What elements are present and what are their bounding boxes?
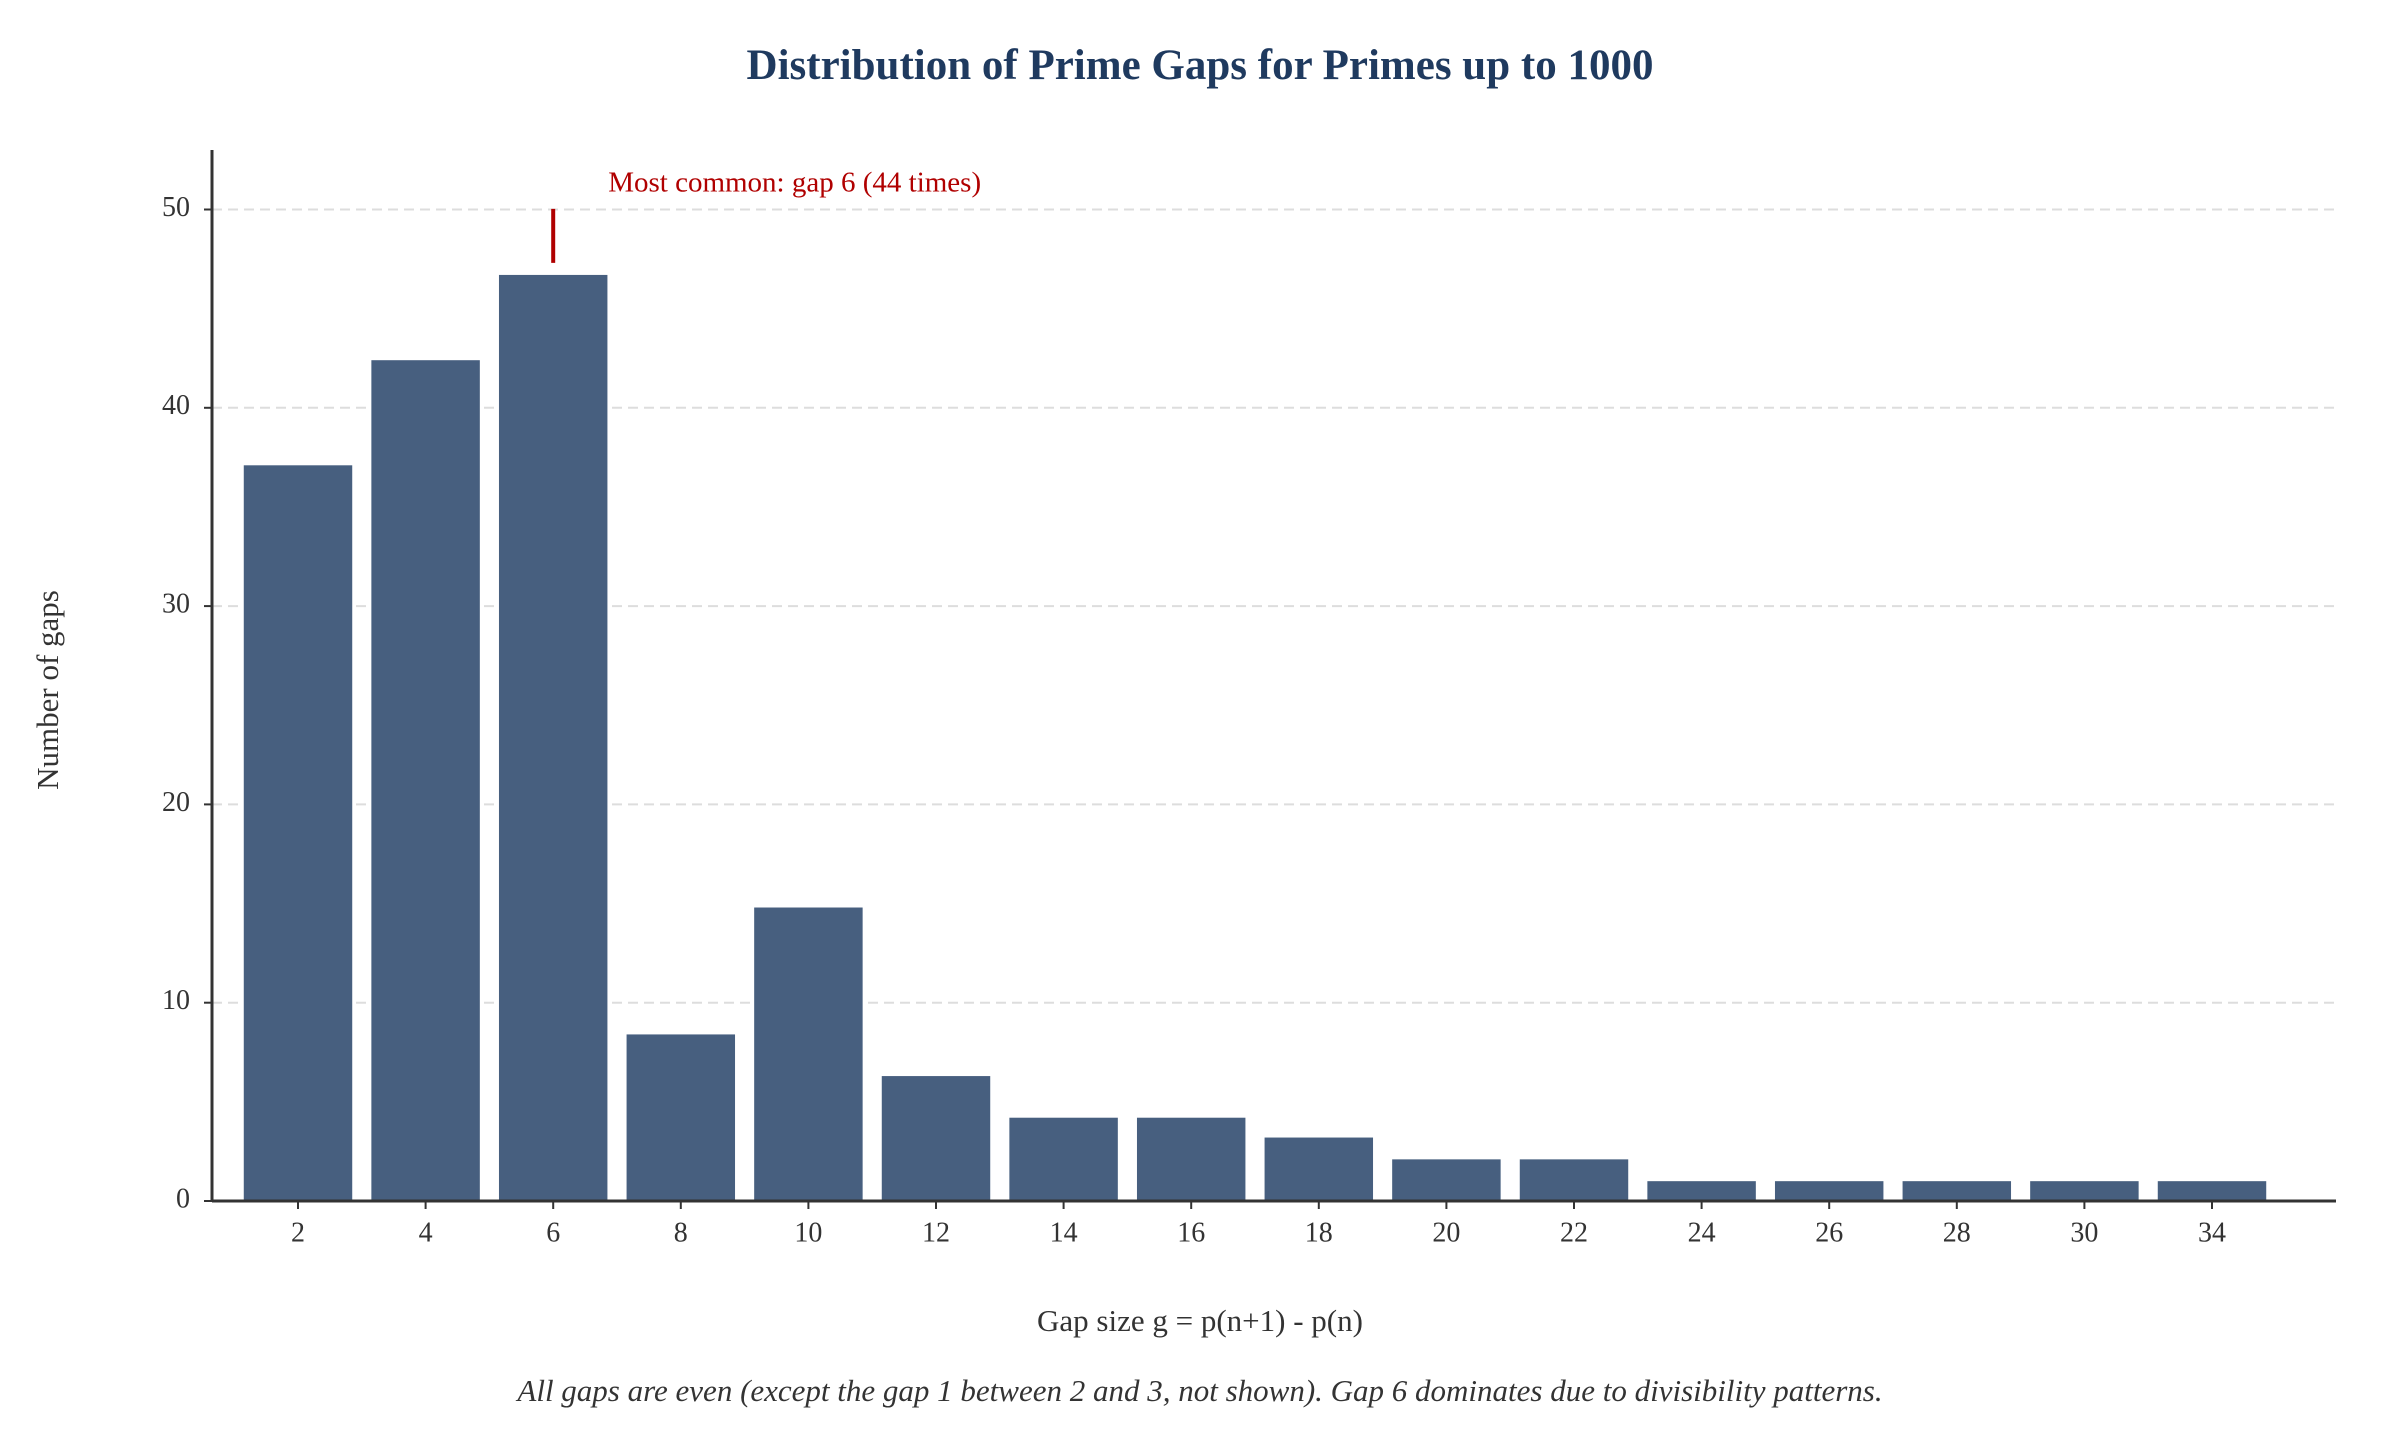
x-tick-label: 26: [1815, 1217, 1843, 1248]
x-tick-label: 24: [1688, 1217, 1716, 1248]
y-axis-label: Number of gaps: [30, 590, 65, 790]
bar: [1902, 1181, 2012, 1201]
bar: [1136, 1117, 1246, 1201]
x-tick-label: 8: [674, 1217, 688, 1248]
y-tick-label: 10: [162, 985, 190, 1016]
bar: [1647, 1181, 1756, 1201]
x-tick-label: 4: [419, 1217, 433, 1248]
x-tick-label: 14: [1050, 1217, 1078, 1248]
x-tick-label: 28: [1943, 1217, 1971, 1248]
x-axis-label: Gap size g = p(n+1) - p(n): [1037, 1303, 1363, 1338]
annotation: Most common: gap 6 (44 times): [608, 167, 981, 199]
y-tick-label: 50: [162, 192, 190, 223]
bar: [626, 1034, 736, 1201]
bar: [498, 274, 608, 1201]
bar: [243, 465, 353, 1201]
note: All gaps are even (except the gap 1 betw…: [515, 1373, 1882, 1408]
bar: [754, 907, 863, 1201]
y-tick-label: 20: [162, 787, 190, 818]
x-tick-label: 22: [1560, 1217, 1588, 1248]
x-tick-label: 18: [1305, 1217, 1333, 1248]
x-tick-label: 30: [2070, 1217, 2098, 1248]
x-tick-label: 2: [291, 1217, 305, 1248]
bar: [1009, 1117, 1118, 1201]
x-tick-label: 6: [546, 1217, 560, 1248]
chart-title: Distribution of Prime Gaps for Primes up…: [747, 42, 1654, 89]
y-tick-label: 0: [176, 1183, 190, 1214]
bar: [2157, 1181, 2267, 1201]
bar: [1519, 1159, 1629, 1201]
bar: [371, 360, 480, 1201]
x-tick-label: 20: [1432, 1217, 1460, 1248]
bar: [881, 1076, 991, 1201]
bar: [1774, 1181, 1884, 1201]
bar: [1392, 1159, 1501, 1201]
x-tick-label: 16: [1177, 1217, 1205, 1248]
y-tick-label: 30: [162, 589, 190, 620]
x-tick-label: 34: [2198, 1217, 2226, 1248]
bar: [2030, 1181, 2139, 1201]
x-tick-label: 10: [794, 1217, 822, 1248]
bar: [1264, 1137, 1374, 1201]
x-tick-label: 12: [922, 1217, 950, 1248]
y-tick-label: 40: [162, 390, 190, 421]
